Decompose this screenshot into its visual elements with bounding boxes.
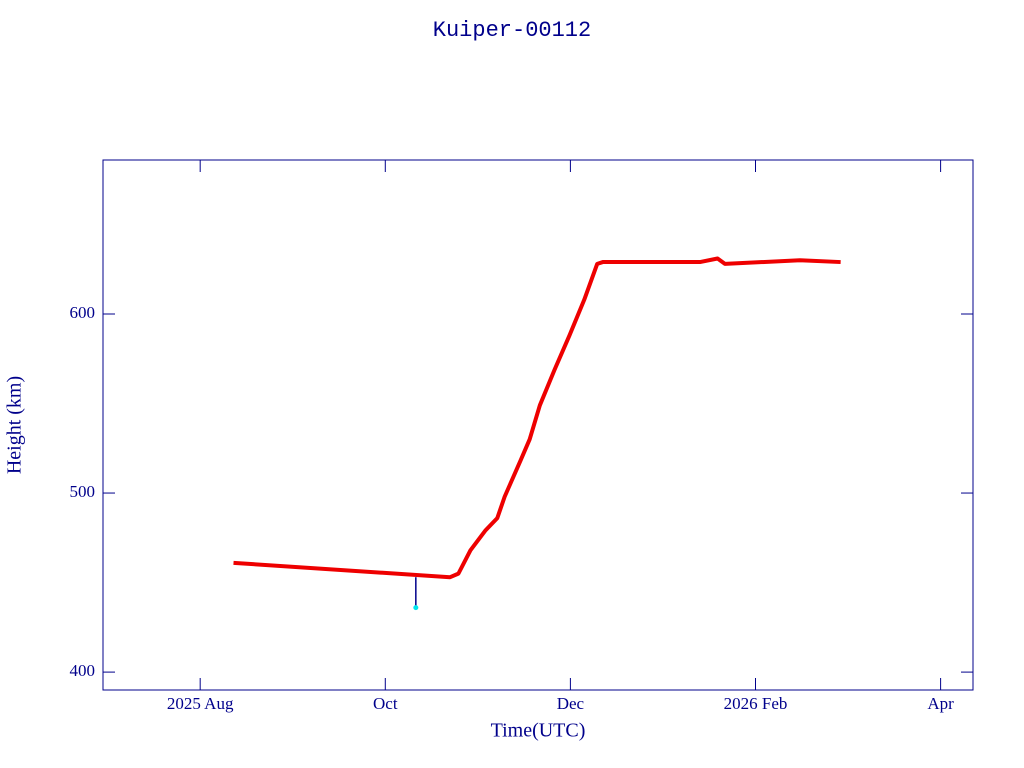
x-axis-label: Time(UTC): [491, 720, 586, 742]
x-tick-label: 2026 Feb: [724, 694, 788, 713]
x-tick-label: Dec: [557, 694, 585, 713]
y-tick-label: 400: [70, 661, 96, 680]
data-line: [233, 256, 841, 580]
y-tick-label: 600: [70, 303, 96, 322]
x-tick-label: Oct: [373, 694, 398, 713]
x-tick-label: Apr: [927, 694, 954, 713]
x-tick-label: 2025 Aug: [167, 694, 234, 713]
y-axis-label: Height (km): [4, 376, 26, 474]
y-tick-label: 500: [70, 482, 96, 501]
plot-frame: [102, 159, 974, 691]
data-point: [413, 605, 419, 611]
chart-title: Kuiper-00112: [433, 18, 591, 43]
